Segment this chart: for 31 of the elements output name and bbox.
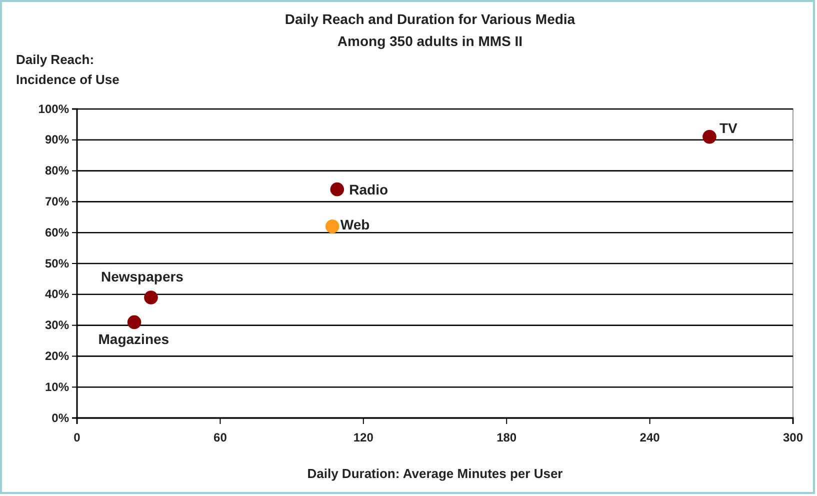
y-tick-label: 20% (44, 349, 70, 364)
series-label: Magazines (98, 331, 170, 348)
point (325, 220, 340, 234)
point (144, 290, 158, 304)
point (330, 182, 344, 196)
x-tick-label: 0 (74, 430, 81, 444)
y-tick-label: 90% (44, 132, 70, 147)
chart-title: Daily Reach and Duration for Various Media (284, 11, 576, 27)
series-label: Newspapers (100, 268, 184, 284)
y-axis-title: Daily Reach: Incidence of Use (16, 52, 120, 88)
y-tick-label: 10% (44, 380, 70, 394)
x-tick-label: 300 (782, 430, 804, 444)
series-label: TV (719, 120, 738, 136)
x-tick-label: 180 (496, 430, 517, 444)
x-axis-title: Daily Duration: Average Minutes per User (307, 466, 563, 481)
series-label: Radio (349, 181, 388, 198)
series-label: Web (340, 216, 370, 232)
x-tick-label: 240 (640, 430, 660, 444)
y-tick-label: 0% (52, 410, 70, 425)
point (702, 130, 716, 144)
y-tick-label: 30% (44, 318, 70, 332)
y-tick-label: 50% (44, 256, 70, 270)
y-tick-label: 40% (44, 287, 70, 302)
y-tick-label: 80% (44, 164, 70, 178)
x-tick-label: 60 (214, 430, 228, 444)
y-tick-label: 70% (44, 194, 70, 209)
y-tick-label: 60% (44, 225, 70, 240)
point (127, 315, 142, 330)
x-tick-label: 120 (353, 430, 374, 444)
y-tick-label: 100% (38, 102, 70, 116)
chart-subtitle: Among 350 adults in MMS II (337, 33, 523, 49)
